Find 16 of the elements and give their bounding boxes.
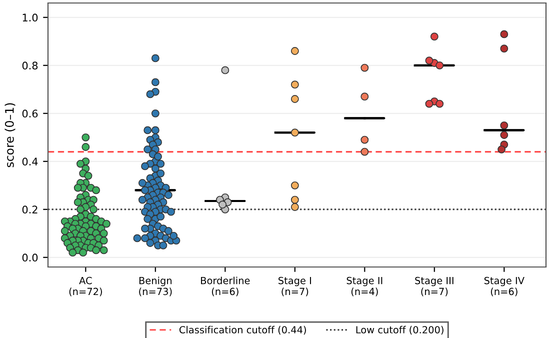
y-axis-title: score (0–1) (4, 103, 16, 168)
y-tick-label: 1.0 (22, 14, 38, 22)
y-tick-label: 0.2 (22, 206, 38, 214)
y-tick-label: 0.0 (22, 254, 38, 262)
x-tick-label: Stage III (n=7) (415, 276, 454, 296)
y-tick-label: 0.6 (22, 110, 38, 118)
y-tick-label: 0.4 (22, 158, 38, 166)
legend-label: Low cutoff (0.200) (356, 326, 444, 335)
x-tick-label: Stage IV (n=6) (484, 276, 524, 296)
x-tick-label: Benign (n=73) (139, 276, 172, 296)
x-tick-label: Stage I (n=7) (278, 276, 311, 296)
legend-label: Classification cutoff (0.44) (179, 326, 306, 335)
y-tick-label: 0.8 (22, 62, 38, 70)
x-tick-label: Borderline (n=6) (201, 276, 250, 296)
x-tick-label: AC (n=72) (69, 276, 102, 296)
x-tick-label: Stage II (n=4) (346, 276, 382, 296)
